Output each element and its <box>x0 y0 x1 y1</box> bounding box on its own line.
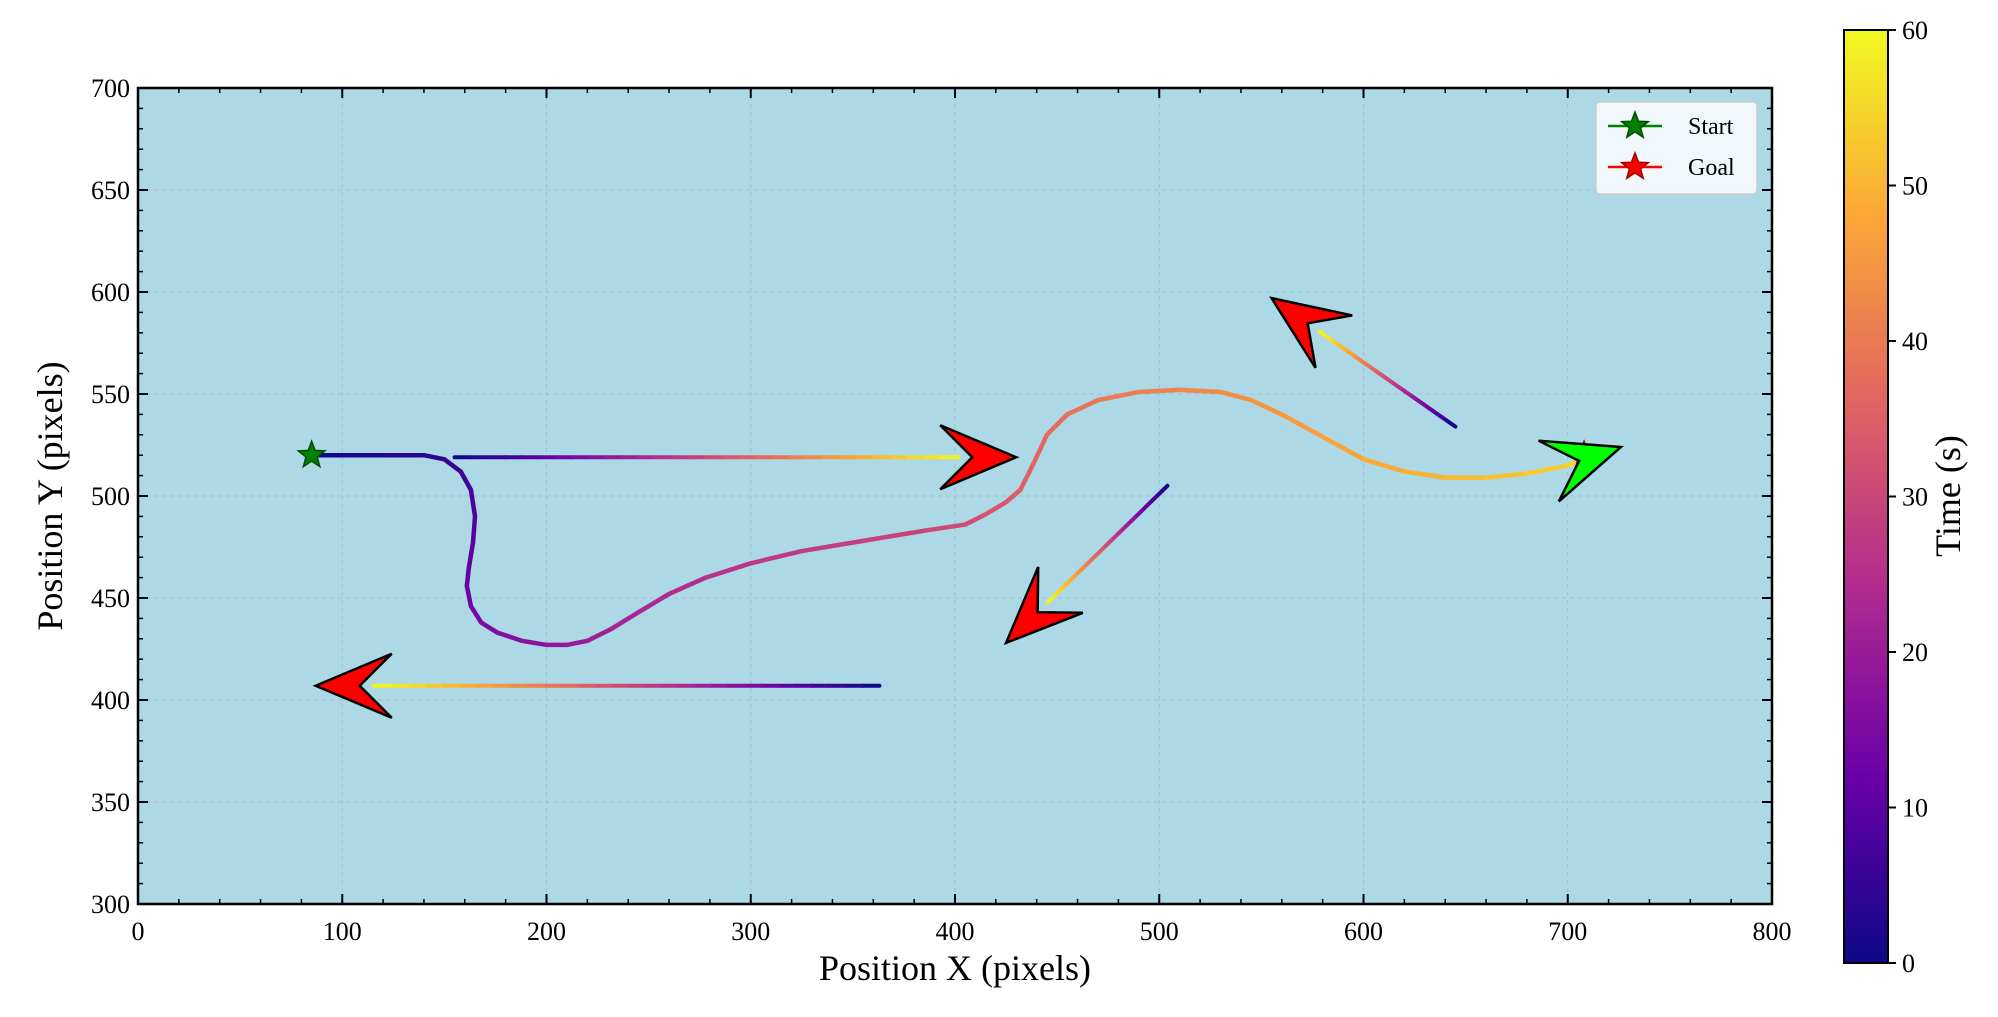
robot-path-segment <box>1279 412 1325 440</box>
y-tick-label: 600 <box>91 278 130 307</box>
robot-path-segment <box>478 620 500 635</box>
obstacle-trajectory-segment <box>1045 596 1054 605</box>
robot-path-segment <box>458 469 474 493</box>
y-axis-title: Position Y (pixels) <box>30 361 70 630</box>
y-tick-label: 350 <box>91 788 130 817</box>
robot-path-segment <box>1361 457 1407 474</box>
robot-path-segment <box>666 575 709 597</box>
colorbar-tick-label: 20 <box>1902 638 1928 667</box>
y-tick-label: 500 <box>91 482 130 511</box>
colorbar-tick-label: 60 <box>1902 16 1928 45</box>
obstacle-trajectories <box>371 329 1458 688</box>
heading-arrows <box>312 296 1624 719</box>
robot-path-segment <box>1524 463 1570 476</box>
robot-path-segment <box>468 487 478 519</box>
robot-path-segment <box>1177 387 1223 395</box>
robot-path-segment <box>1003 487 1023 505</box>
robot-path-segment <box>585 626 615 644</box>
robot-path-segment <box>421 452 447 462</box>
x-tick-label: 400 <box>936 917 975 946</box>
robot-path-segment <box>1030 432 1050 468</box>
colorbar-tick-label: 0 <box>1902 949 1915 978</box>
legend-start-marker <box>1619 109 1651 140</box>
robot-path-segment <box>470 514 478 546</box>
robot-path-segment <box>636 591 672 615</box>
robot-trajectory <box>309 387 1587 648</box>
x-tick-label: 500 <box>1140 917 1179 946</box>
robot-path-segment <box>564 638 590 648</box>
robot-path-segment <box>1095 389 1142 403</box>
legend-goal-star <box>1619 150 1651 181</box>
robot-path-segment <box>983 499 1009 517</box>
legend-goal-marker <box>1619 150 1651 181</box>
robot-path-segment <box>466 540 476 570</box>
obstacle-heading-arrow <box>1003 566 1084 646</box>
robot-path-segment <box>519 638 549 648</box>
robot-path-segment <box>1483 471 1530 480</box>
obstacle-trajectory-segment <box>1317 329 1326 337</box>
legend-start-label: Start <box>1688 114 1734 140</box>
x-tick-label: 800 <box>1753 917 1792 946</box>
y-tick-label: 400 <box>91 686 130 715</box>
robot-path-segment <box>1320 434 1366 462</box>
robot-path-segment <box>1044 412 1070 438</box>
colorbar-tick-label: 50 <box>1902 172 1928 201</box>
robot-path-segment <box>922 522 968 533</box>
colorbar: 0 10 20 30 40 50 60 Time (s) <box>1843 16 1968 978</box>
y-tick-label: 550 <box>91 380 130 409</box>
x-tick-label: 600 <box>1344 917 1383 946</box>
robot-path-segment <box>748 548 805 566</box>
y-tick-label: 650 <box>91 176 130 205</box>
obstacle-heading-arrow <box>939 424 1020 491</box>
legend-start-star <box>1619 109 1651 140</box>
robot-path-segment <box>1218 389 1254 403</box>
robot-path-segment <box>442 457 463 474</box>
robot-path-segment <box>1065 397 1101 417</box>
legend: Start Goal <box>1595 101 1758 195</box>
robot-path-segment <box>799 538 866 554</box>
colorbar-tick-label: 10 <box>1902 794 1928 823</box>
colorbar-tick-label: 40 <box>1902 327 1928 356</box>
obstacle-heading-arrow <box>312 652 393 719</box>
y-tick-label: 450 <box>91 584 130 613</box>
robot-path-segment <box>1248 397 1285 417</box>
robot-path-segment <box>703 561 753 580</box>
y-tick-label: 700 <box>91 74 130 103</box>
colorbar-gradient <box>1843 29 1889 964</box>
robot-path-segment <box>962 512 988 527</box>
x-axis-title: Position X (pixels) <box>819 948 1091 988</box>
robot-path-segment <box>609 610 641 631</box>
axis-ticks: 0 100 200 300 400 500 600 700 800 300 350 400 450 500… <box>91 74 1792 946</box>
x-tick-label: 700 <box>1548 917 1587 946</box>
robot-path-segment <box>495 630 525 644</box>
robot-path-segment <box>464 565 472 589</box>
y-tick-label: 300 <box>91 890 130 919</box>
colorbar-ticks: 0 10 20 30 40 50 60 <box>1888 16 1928 978</box>
robot-path-segment <box>1018 463 1035 493</box>
robot-path-segment <box>464 583 474 609</box>
x-tick-label: 200 <box>527 917 566 946</box>
robot-path-segment <box>468 603 484 625</box>
x-tick-label: 0 <box>132 917 145 946</box>
colorbar-tick-label: 30 <box>1902 483 1928 512</box>
x-tick-label: 100 <box>323 917 362 946</box>
robot-path-segment <box>1402 469 1448 480</box>
obstacle-heading-arrow <box>1268 296 1353 369</box>
robot-path-segment <box>860 528 927 544</box>
x-tick-label: 300 <box>731 917 770 946</box>
robot-heading-arrow <box>1538 439 1624 503</box>
robot-path-segment <box>1136 387 1182 395</box>
start-marker <box>296 439 327 469</box>
legend-goal-label: Goal <box>1688 155 1735 181</box>
colorbar-title: Time (s) <box>1928 435 1968 557</box>
